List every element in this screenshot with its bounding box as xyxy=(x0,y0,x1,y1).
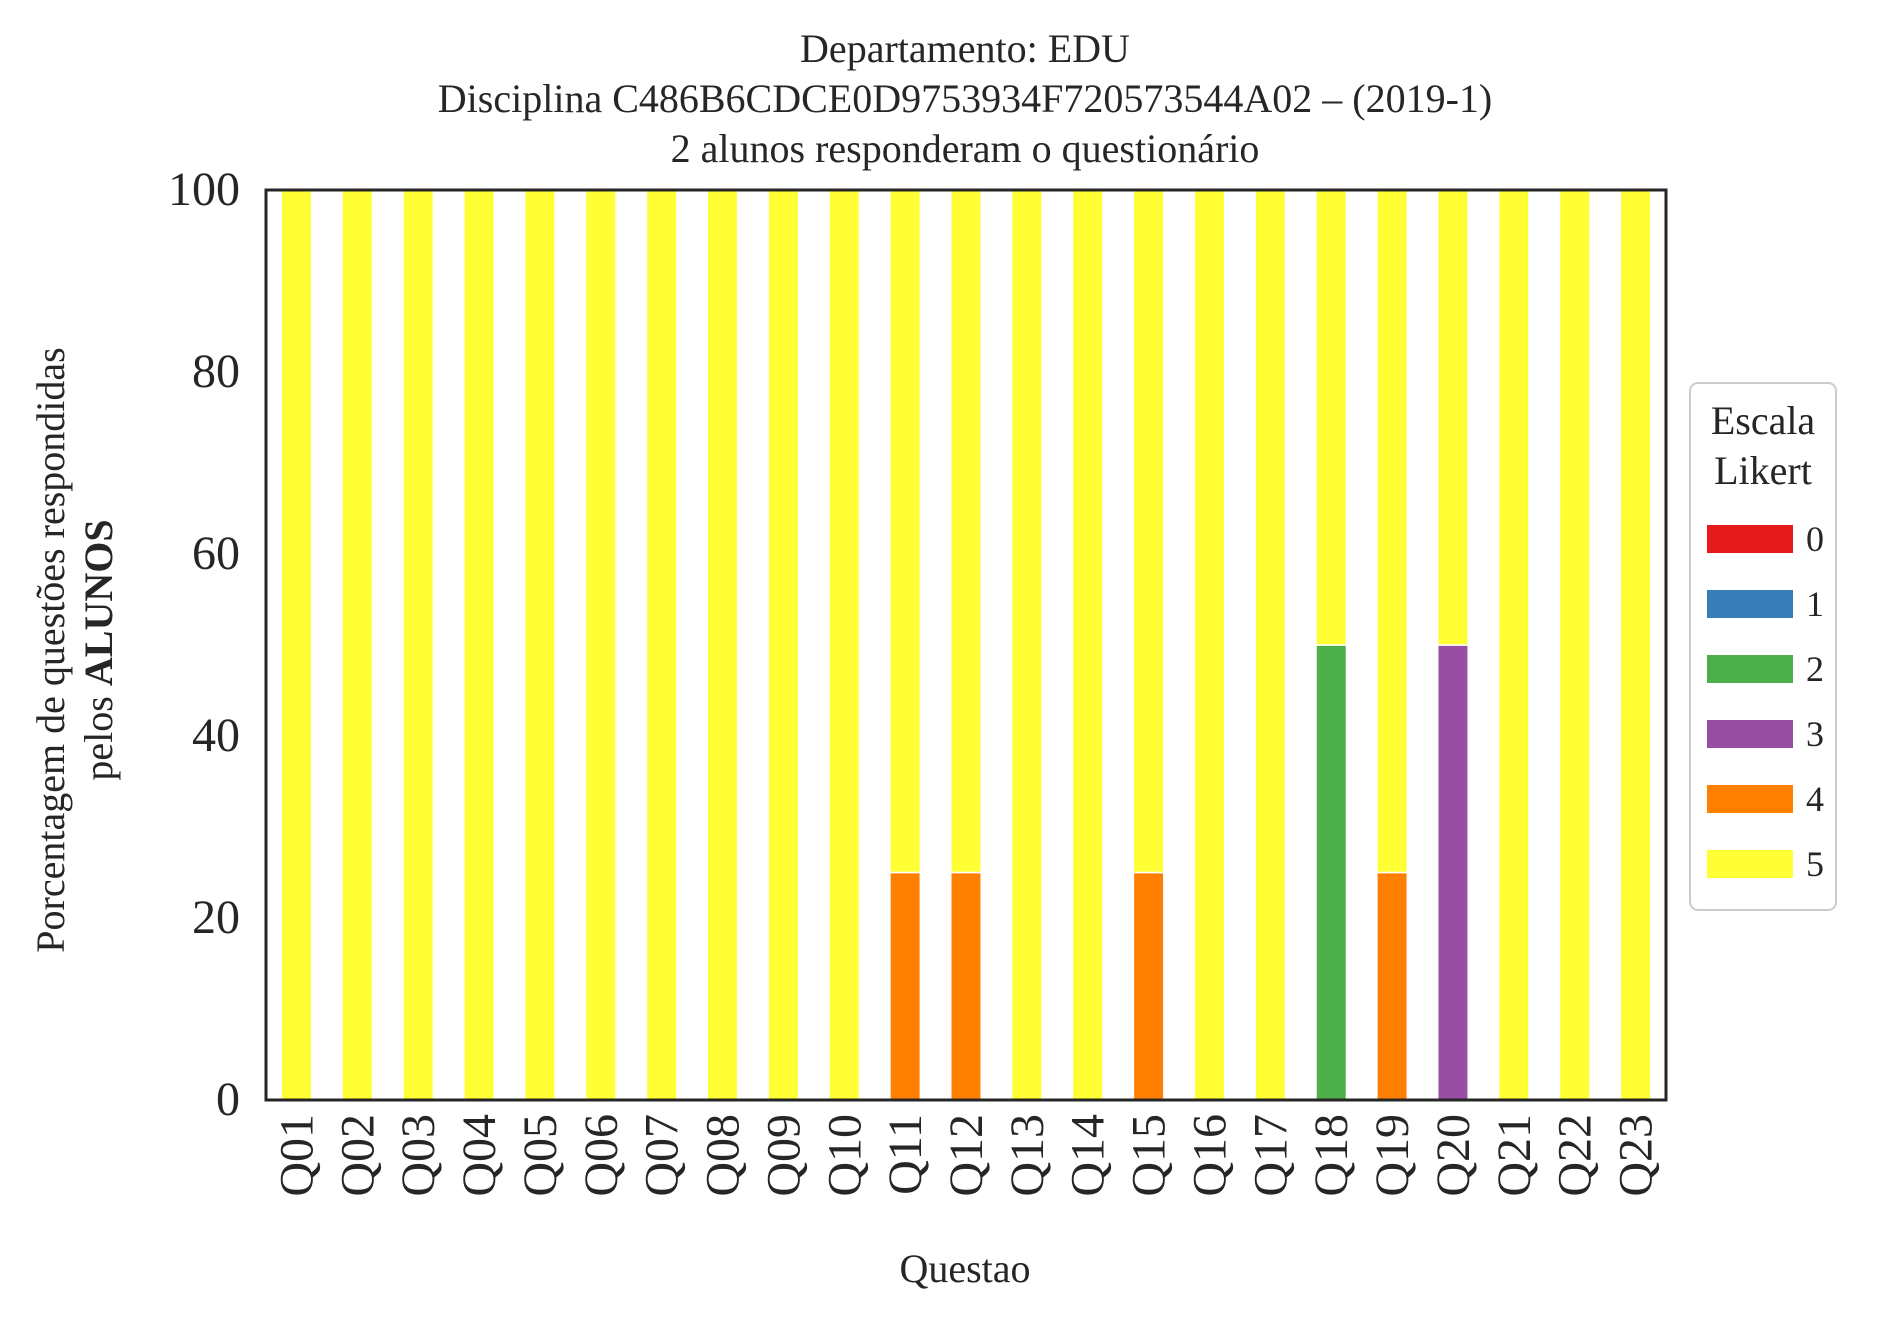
x-tick-label: Q02 xyxy=(331,1114,384,1197)
bar-Q15-likert-4 xyxy=(1132,871,1165,1101)
x-tick-label: Q06 xyxy=(575,1114,628,1197)
y-ticks: 0 20 40 60 80 100 xyxy=(168,163,240,1126)
x-tick-label: Q01 xyxy=(270,1114,323,1197)
legend-items: 0 1 2 3 4 5 xyxy=(1707,519,1824,884)
legend-label-0: 0 xyxy=(1806,519,1824,559)
bar-Q20-likert-3 xyxy=(1436,644,1469,1101)
legend-title-line-2: Likert xyxy=(1714,448,1812,493)
legend: Escala Likert 0 1 2 3 4 5 xyxy=(1689,382,1837,911)
legend-label-4: 4 xyxy=(1806,779,1824,819)
bar-Q02-likert-5 xyxy=(341,189,374,1101)
bar-Q20-likert-5 xyxy=(1436,189,1469,646)
x-axis-label: Questao xyxy=(899,1246,1030,1291)
x-tick-label: Q04 xyxy=(453,1114,506,1197)
x-tick-label: Q23 xyxy=(1610,1114,1663,1197)
y-tick-label: 80 xyxy=(192,345,240,398)
bar-Q14-likert-5 xyxy=(1071,189,1104,1101)
legend-label-2: 2 xyxy=(1806,649,1824,689)
x-tick-label: Q19 xyxy=(1366,1114,1419,1197)
legend-swatch-4 xyxy=(1707,785,1793,813)
legend-label-1: 1 xyxy=(1806,584,1824,624)
bar-Q04-likert-5 xyxy=(463,189,496,1101)
legend-box xyxy=(1689,382,1837,911)
y-tick-label: 0 xyxy=(216,1073,240,1126)
bar-Q16-likert-5 xyxy=(1193,189,1226,1101)
x-tick-label: Q10 xyxy=(818,1114,871,1197)
chart-title-line-2: Disciplina C486B6CDCE0D9753934F720573544… xyxy=(438,76,1492,121)
x-tick-label: Q11 xyxy=(879,1114,932,1195)
y-axis-label-bold: ALUNOS xyxy=(76,519,121,686)
chart-title-line-1: Departamento: EDU xyxy=(800,26,1130,71)
plot-frame xyxy=(264,188,1668,1102)
legend-swatch-1 xyxy=(1707,590,1793,618)
bar-Q05-likert-5 xyxy=(523,189,556,1101)
bar-Q18-likert-5 xyxy=(1315,189,1348,646)
bar-Q07-likert-5 xyxy=(645,189,678,1101)
x-tick-label: Q20 xyxy=(1427,1114,1480,1197)
legend-label-5: 5 xyxy=(1806,844,1824,884)
x-tick-label: Q05 xyxy=(514,1114,567,1197)
bar-Q09-likert-5 xyxy=(767,189,800,1101)
bar-Q10-likert-5 xyxy=(828,189,861,1101)
x-tick-label: Q14 xyxy=(1062,1114,1115,1197)
x-tick-label: Q07 xyxy=(636,1114,689,1197)
y-tick-label: 20 xyxy=(192,891,240,944)
bar-Q12-likert-5 xyxy=(950,189,982,874)
legend-swatch-2 xyxy=(1707,655,1793,683)
x-tick-label: Q21 xyxy=(1488,1114,1541,1197)
bar-Q18-likert-2 xyxy=(1315,644,1348,1101)
x-tick-label: Q08 xyxy=(697,1114,750,1197)
legend-swatch-3 xyxy=(1707,720,1793,748)
legend-title-line-1: Escala xyxy=(1711,398,1816,443)
bar-Q19-likert-5 xyxy=(1376,189,1409,874)
x-tick-label: Q16 xyxy=(1183,1114,1236,1197)
bar-Q08-likert-5 xyxy=(706,189,739,1101)
bar-Q17-likert-5 xyxy=(1254,189,1287,1101)
legend-swatch-0 xyxy=(1707,525,1793,553)
bar-Q21-likert-5 xyxy=(1497,189,1530,1101)
x-tick-label: Q13 xyxy=(1001,1114,1054,1197)
bars-layer xyxy=(280,189,1652,1101)
y-tick-label: 60 xyxy=(192,527,240,580)
chart-title-line-3: 2 alunos responderam o questionário xyxy=(671,126,1260,171)
bar-Q06-likert-5 xyxy=(584,189,617,1101)
bar-Q01-likert-5 xyxy=(280,189,313,1101)
bar-Q19-likert-4 xyxy=(1376,871,1409,1101)
x-ticks: Q01 Q02 Q03 Q04 Q05 Q06 Q07 Q08 Q09 Q10 Q11 Q12 Q13 Q… xyxy=(270,1114,1662,1197)
x-tick-label: Q17 xyxy=(1244,1114,1297,1197)
x-tick-label: Q09 xyxy=(757,1114,810,1197)
legend-swatch-5 xyxy=(1707,850,1793,878)
bar-Q13-likert-5 xyxy=(1010,189,1043,1101)
x-tick-label: Q22 xyxy=(1549,1114,1602,1197)
y-axis-label-line-2: pelos ALUNOS xyxy=(76,519,121,780)
bar-Q15-likert-5 xyxy=(1132,189,1165,874)
x-tick-label: Q18 xyxy=(1305,1114,1358,1197)
bar-Q11-likert-5 xyxy=(889,189,922,874)
bar-Q03-likert-5 xyxy=(402,189,435,1101)
y-axis-label-line-1: Porcentagem de questões respondidas xyxy=(28,347,73,952)
x-tick-label: Q15 xyxy=(1123,1114,1176,1197)
x-tick-label: Q12 xyxy=(940,1114,993,1197)
y-axis-label-prefix: pelos xyxy=(76,686,121,780)
bar-Q11-likert-4 xyxy=(889,871,922,1101)
legend-label-3: 3 xyxy=(1806,714,1824,754)
x-tick-label: Q03 xyxy=(392,1114,445,1197)
bar-Q23-likert-5 xyxy=(1619,189,1652,1101)
y-tick-label: 40 xyxy=(192,709,240,762)
bar-Q22-likert-5 xyxy=(1558,189,1591,1101)
bar-Q12-likert-4 xyxy=(950,871,982,1101)
y-tick-label: 100 xyxy=(168,163,240,216)
